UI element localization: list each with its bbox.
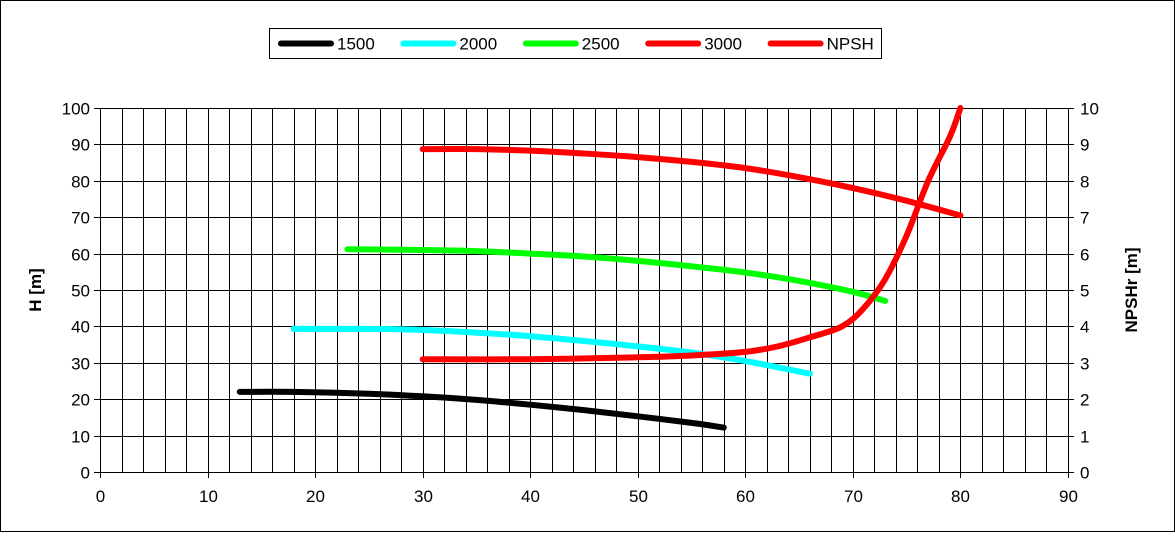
legend-label-3000: 3000 <box>704 35 742 54</box>
y2-tick-label: 10 <box>1080 100 1099 119</box>
y-tick-label: 70 <box>71 209 90 228</box>
y-tick-label: 40 <box>71 318 90 337</box>
y-axis-title: H [m] <box>26 268 45 311</box>
y-tick-label: 90 <box>71 136 90 155</box>
x-tick-label: 0 <box>96 487 105 506</box>
legend-label-2500: 2500 <box>582 35 620 54</box>
y2-tick-label: 9 <box>1080 136 1089 155</box>
y2-tick-label: 7 <box>1080 209 1089 228</box>
y-tick-label: 20 <box>71 391 90 410</box>
y2-tick-label: 1 <box>1080 428 1089 447</box>
y2-tick-label: 2 <box>1080 391 1089 410</box>
x-tick-label: 60 <box>736 487 755 506</box>
x-tick-label: 30 <box>414 487 433 506</box>
x-tick-label: 20 <box>306 487 325 506</box>
y-tick-label: 50 <box>71 282 90 301</box>
axes-layer: 0 10 20 30 40 50 60 70 80 90010203040506070809010… <box>26 100 1141 507</box>
series-line-npsh <box>419 105 964 363</box>
y2-axis-title: NPSHr [m] <box>1122 247 1141 332</box>
y-tick-label: 10 <box>71 428 90 447</box>
y-tick-label: 30 <box>71 355 90 374</box>
y2-tick-label: 5 <box>1080 282 1089 301</box>
x-tick-label: 90 <box>1059 487 1078 506</box>
x-tick-label: 10 <box>199 487 218 506</box>
y2-tick-label: 4 <box>1080 318 1089 337</box>
y2-tick-label: 3 <box>1080 355 1089 374</box>
grid-layer <box>100 108 1069 473</box>
series-line-2500 <box>344 246 889 304</box>
series-layer <box>236 105 964 431</box>
x-tick-label: 40 <box>521 487 540 506</box>
series-line-3000 <box>419 146 964 219</box>
y2-tick-label: 0 <box>1080 464 1089 483</box>
legend: 1500 2000 2500 3000 NPSH <box>269 28 882 59</box>
y-tick-label: 100 <box>62 100 90 119</box>
y-tick-label: 60 <box>71 246 90 265</box>
legend-label-1500: 1500 <box>337 35 375 54</box>
x-tick-label: 70 <box>844 487 863 506</box>
x-tick-label: 80 <box>951 487 970 506</box>
series-line-2000 <box>290 325 813 377</box>
y-tick-label: 0 <box>81 464 90 483</box>
legend-label-npsh: NPSH <box>827 35 874 54</box>
series-line-1500 <box>236 388 727 431</box>
y-tick-label: 80 <box>71 173 90 192</box>
x-tick-label: 50 <box>629 487 648 506</box>
legend-label-2000: 2000 <box>459 35 497 54</box>
y2-tick-label: 6 <box>1080 246 1089 265</box>
y2-tick-label: 8 <box>1080 173 1089 192</box>
